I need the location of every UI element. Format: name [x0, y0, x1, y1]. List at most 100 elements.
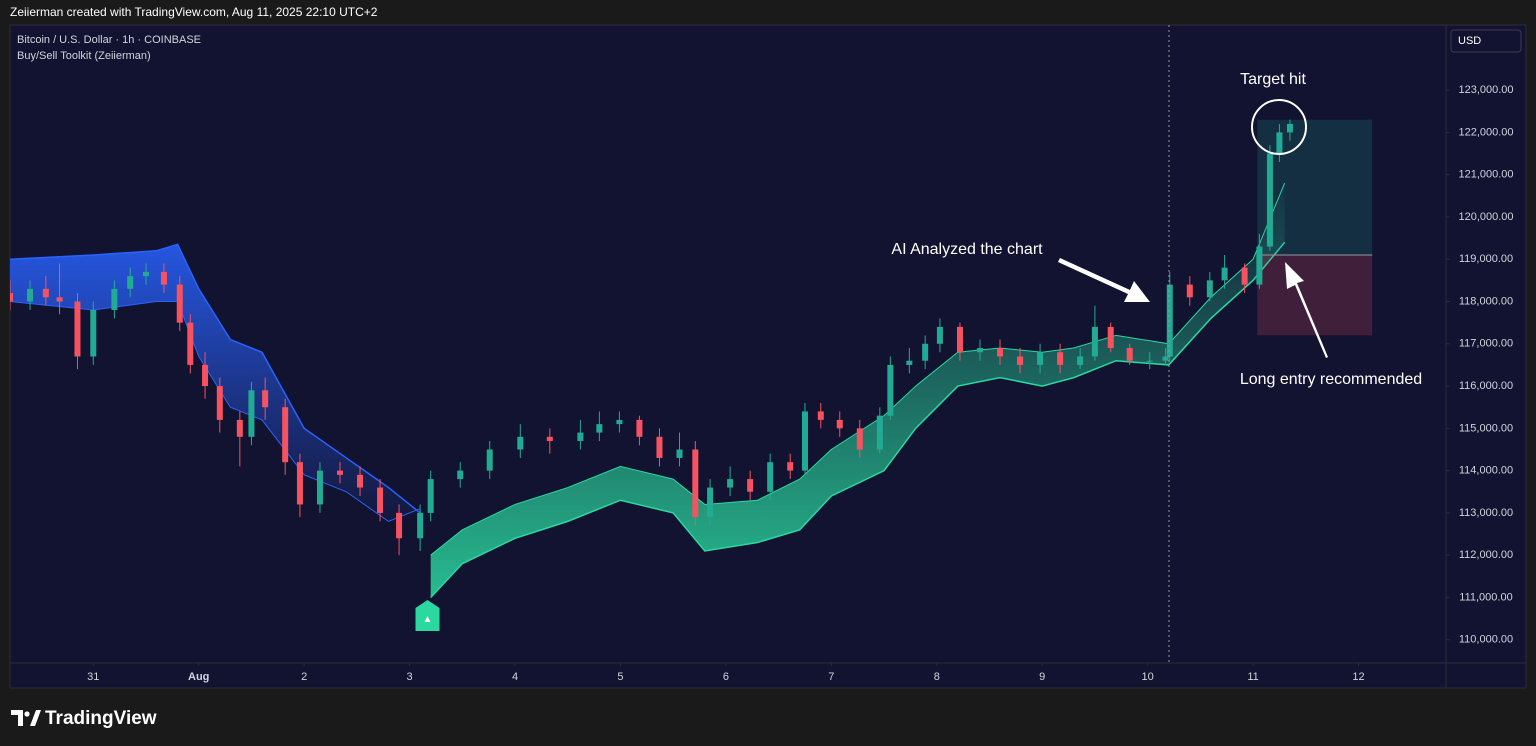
- candle-body: [997, 348, 1004, 357]
- axes: 110,000.00 111,000.00 112,000.00 113,000.00…: [87, 84, 1513, 683]
- candle-body: [1206, 280, 1213, 298]
- candle-body: [127, 276, 134, 289]
- x-tick-label: 5: [617, 671, 623, 683]
- x-tick-label: 11: [1247, 671, 1258, 683]
- y-tick-label: 115,000.00: [1459, 422, 1513, 434]
- band-fill: [10, 244, 421, 522]
- candle-body: [1186, 284, 1193, 298]
- candle-body: [887, 364, 894, 416]
- y-tick-label: 118,000.00: [1459, 295, 1513, 307]
- x-tick-label: Aug: [188, 671, 209, 683]
- candle-body: [616, 419, 623, 425]
- candle-body: [1037, 352, 1044, 365]
- candle-body: [111, 288, 118, 310]
- band-fill: [430, 183, 1285, 598]
- x-tick-label: 2: [301, 671, 307, 683]
- candle-body: [876, 415, 883, 450]
- x-tick-label: 31: [87, 671, 99, 683]
- candle-body: [160, 271, 167, 285]
- candle-body: [856, 428, 863, 450]
- candle-body: [1077, 356, 1084, 365]
- annotation: Long entry recommended: [1240, 371, 1422, 388]
- candle-body: [836, 419, 843, 429]
- y-tick-label: 117,000.00: [1459, 338, 1513, 350]
- candle-body: [486, 449, 493, 471]
- candle-body: [187, 322, 194, 365]
- candle-body: [692, 449, 699, 518]
- target-circle: [1251, 99, 1307, 155]
- band-line: [430, 182, 1286, 556]
- candle-body: [1266, 153, 1273, 247]
- candle-body: [396, 512, 403, 539]
- candle-body: [427, 479, 434, 513]
- x-tick-label: 8: [934, 671, 940, 683]
- candle-body: [936, 326, 943, 344]
- y-tick-label: 119,000.00: [1459, 253, 1513, 265]
- candle-body: [417, 512, 424, 539]
- indicator-legend: Buy/Sell Toolkit (Zeiierman): [17, 50, 151, 62]
- symbol-legend: Bitcoin / U.S. Dollar · 1h · COINBASE: [17, 34, 201, 46]
- header: Zeiierman created with TradingView.com, …: [10, 5, 378, 19]
- y-tick-label: 122,000.00: [1458, 126, 1513, 138]
- buy-signal: [415, 600, 440, 631]
- candle-body: [296, 462, 303, 505]
- candle-body: [202, 364, 209, 387]
- candle-body: [767, 462, 774, 492]
- y-tick-label: 110,000.00: [1459, 634, 1513, 646]
- candle-body: [27, 288, 34, 302]
- x-tick-label: 6: [723, 671, 729, 683]
- candle-body: [817, 411, 824, 420]
- y-tick-label: 123,000.00: [1458, 84, 1513, 96]
- candle-body: [248, 390, 255, 437]
- candle-body: [1107, 326, 1114, 349]
- candle-body: [56, 297, 63, 302]
- candle-body: [357, 474, 364, 488]
- y-tick-label: 116,000.00: [1459, 380, 1513, 392]
- x-tick-label: 4: [512, 671, 518, 683]
- candle-body: [922, 343, 929, 361]
- candle-body: [1162, 356, 1169, 361]
- candle-body: [316, 470, 323, 505]
- candle-body: [906, 360, 913, 365]
- candle-body: [707, 487, 714, 518]
- candle-body: [577, 432, 584, 442]
- arrow: [1285, 262, 1328, 358]
- candle-body: [1221, 267, 1228, 281]
- candle-body: [1146, 360, 1153, 362]
- y-tick-label: 114,000.00: [1459, 465, 1513, 477]
- candle-body: [457, 470, 464, 480]
- currency[interactable]: USD: [1458, 35, 1481, 47]
- annotation: AI Analyzed the chart: [891, 241, 1043, 258]
- candle-body: [74, 301, 81, 357]
- x-tick-label: 7: [828, 671, 834, 683]
- candle-body: [176, 284, 183, 323]
- candle-body: [1241, 267, 1248, 285]
- candle-body: [1057, 352, 1064, 365]
- y-tick-label: 121,000.00: [1458, 169, 1513, 181]
- candle-body: [236, 419, 243, 437]
- candle-body: [747, 479, 754, 492]
- plot: [10, 119, 1373, 631]
- candle-body: [1017, 356, 1024, 365]
- candle-body: [1286, 123, 1293, 133]
- y-tick-label: 120,000.00: [1458, 211, 1513, 223]
- x-tick-label: 10: [1141, 671, 1153, 683]
- band-line: [10, 301, 421, 522]
- candle-body: [216, 386, 223, 420]
- brand-logo: [11, 710, 41, 726]
- candle-body: [90, 309, 97, 357]
- x-tick-label: 12: [1352, 671, 1364, 683]
- candle-body: [1276, 132, 1283, 154]
- buy-signal-icon: [424, 616, 431, 622]
- candle-body: [282, 407, 289, 463]
- currency-box[interactable]: [1450, 29, 1522, 53]
- y-tick-label: 111,000.00: [1459, 591, 1512, 603]
- candle-body: [517, 436, 524, 450]
- candle-body: [143, 271, 150, 277]
- candle-body: [976, 348, 983, 353]
- candle-body: [42, 288, 49, 298]
- y-tick-label: 112,000.00: [1459, 549, 1513, 561]
- candle-body: [262, 390, 269, 408]
